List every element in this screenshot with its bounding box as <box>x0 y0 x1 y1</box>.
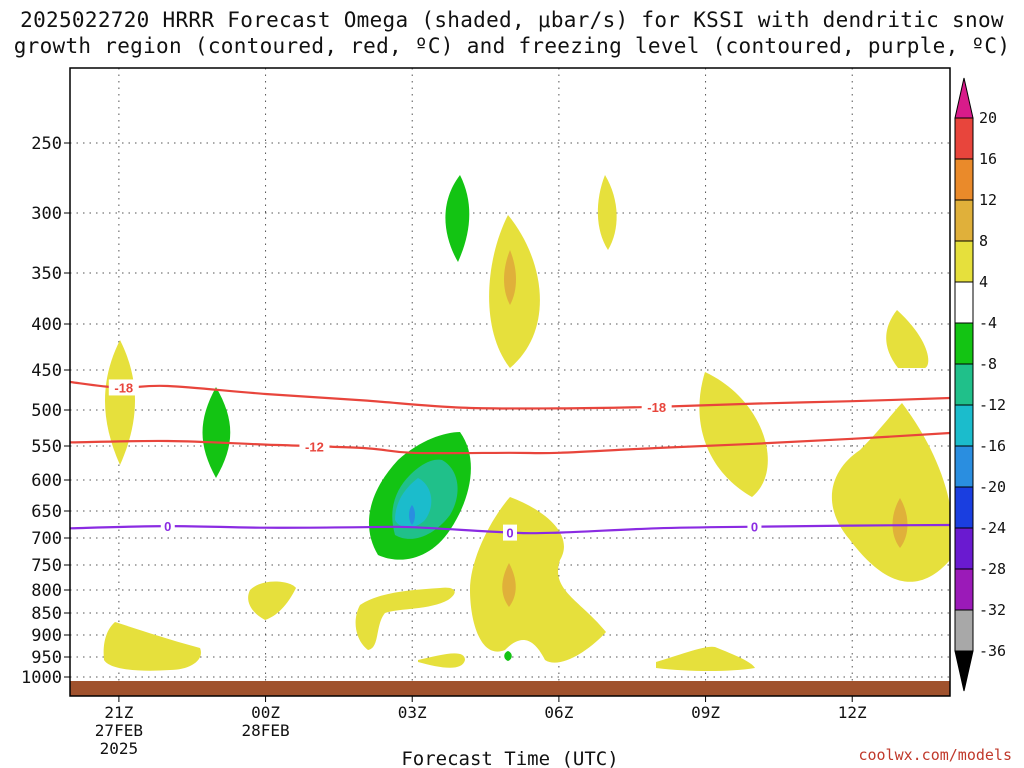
omega-area <box>892 498 908 548</box>
y-tick-label: 450 <box>31 361 62 381</box>
colorbar-segment <box>954 322 974 365</box>
x-tick-label: 21Z <box>104 703 133 722</box>
dgz-minus12-contour-label-bg <box>299 438 330 455</box>
x-tick-label: 12Z <box>838 703 867 722</box>
colorbar-label: -24 <box>979 519 1006 537</box>
y-tick-label: 550 <box>31 437 62 457</box>
y-tick-label: 1000 <box>21 668 62 688</box>
colorbar-segment <box>954 445 974 488</box>
freezing-level-contour-label: 0 <box>164 519 171 534</box>
colorbar-label: 8 <box>979 232 988 250</box>
colorbar-segment <box>954 199 974 242</box>
x-tick-date-label: 28FEB <box>241 721 289 740</box>
colorbar-label: -20 <box>979 478 1006 496</box>
grid-lines <box>70 68 950 696</box>
colorbar-segment <box>954 404 974 447</box>
x-tick-label: 03Z <box>398 703 427 722</box>
x-tick-label: 09Z <box>691 703 720 722</box>
chart-title-line1: 2025022720 HRRR Forecast Omega (shaded, … <box>20 8 1004 32</box>
dgz-minus18-contour-line <box>70 380 950 410</box>
x-tick-year-label: 2025 <box>100 739 139 758</box>
colorbar-label: -36 <box>979 642 1006 660</box>
y-tick-label: 400 <box>31 315 62 335</box>
freezing-level-contour-label: 0 <box>506 526 513 541</box>
freezing-level-contour-label-bg <box>747 518 762 535</box>
omega-area <box>105 340 135 465</box>
y-tick-label: 750 <box>31 556 62 576</box>
credit-text: coolwx.com/models <box>858 746 1012 764</box>
omega-area <box>886 310 929 368</box>
colorbar-segment <box>954 281 974 324</box>
dgz-minus18-contour-label: -18 <box>647 400 666 415</box>
colorbar-bottom-arrow <box>954 650 974 692</box>
omega-area <box>103 622 201 671</box>
y-tick-label: 800 <box>31 581 62 601</box>
axes: 2503003504004505005506006507007508008509… <box>21 134 867 758</box>
colorbar-segment <box>954 158 974 201</box>
dgz-minus12-contour-label: -12 <box>305 439 324 454</box>
y-tick-label: 600 <box>31 471 62 491</box>
x-tick-label: 06Z <box>544 703 573 722</box>
y-tick-label: 700 <box>31 529 62 549</box>
colorbar-segment <box>954 486 974 529</box>
omega-area <box>832 403 950 582</box>
y-tick-label: 500 <box>31 401 62 421</box>
omega-colorbar: 20 16 12 8 4 -4 -8 -12 -16 -20 -24 -28 -32 -36 <box>954 77 1006 692</box>
omega-area <box>504 651 512 661</box>
omega-area <box>597 175 617 250</box>
colorbar-label: 12 <box>979 191 997 209</box>
y-tick-label: 950 <box>31 648 62 668</box>
y-tick-label: 250 <box>31 134 62 154</box>
colorbar-segment <box>954 363 974 406</box>
x-tick-label: 00Z <box>251 703 280 722</box>
colorbar-top-arrow <box>954 77 974 119</box>
plot-frame <box>69 67 951 697</box>
colorbar-segment <box>954 240 974 283</box>
colorbar-label: -32 <box>979 601 1006 619</box>
colorbar-label: -28 <box>979 560 1006 578</box>
colorbar-segment <box>954 117 974 160</box>
omega-area <box>418 653 465 668</box>
dgz-minus18-contour-label: -18 <box>114 380 133 395</box>
y-tick-label: 650 <box>31 502 62 522</box>
freezing-level-contour-label: 0 <box>751 520 758 535</box>
omega-area <box>395 478 432 528</box>
chart-title-line2: growth region (contoured, red, ºC) and f… <box>13 34 1011 58</box>
y-tick-label: 300 <box>31 204 62 224</box>
y-tick-label: 850 <box>31 604 62 624</box>
omega-area <box>504 250 516 305</box>
omega-area <box>445 175 470 262</box>
omega-area <box>699 372 768 497</box>
y-tick-label: 900 <box>31 626 62 646</box>
omega-area <box>202 387 231 478</box>
dgz-minus18-contour-label-bg <box>641 398 672 415</box>
colorbar-label: 16 <box>979 150 997 168</box>
colorbar-label: -8 <box>979 355 997 373</box>
colorbar-segment <box>954 568 974 611</box>
dgz-minus18-contour-label-bg <box>108 379 139 396</box>
colorbar-segment <box>954 609 974 652</box>
colorbar-label: 20 <box>979 109 997 127</box>
colorbar-label: 4 <box>979 273 988 291</box>
omega-area <box>355 587 455 650</box>
omega-area <box>656 646 755 671</box>
freezing-level-contour-label-bg <box>160 518 175 535</box>
omega-area <box>248 581 296 620</box>
ground-surface <box>70 681 950 696</box>
colorbar-label: -4 <box>979 314 997 332</box>
x-tick-date-label: 27FEB <box>95 721 143 740</box>
colorbar-segment <box>954 527 974 570</box>
x-axis-title: Forecast Time (UTC) <box>401 748 618 768</box>
omega-area <box>409 505 415 525</box>
omega-area <box>502 563 516 607</box>
dgz-minus12-contour-line <box>70 431 950 455</box>
colorbar-label: -12 <box>979 396 1006 414</box>
freezing-level-contour-label-bg <box>503 524 517 541</box>
contour-lines: -18 -18 -12 0 0 0 <box>70 379 950 541</box>
y-tick-label: 350 <box>31 264 62 284</box>
colorbar-label: -16 <box>979 437 1006 455</box>
